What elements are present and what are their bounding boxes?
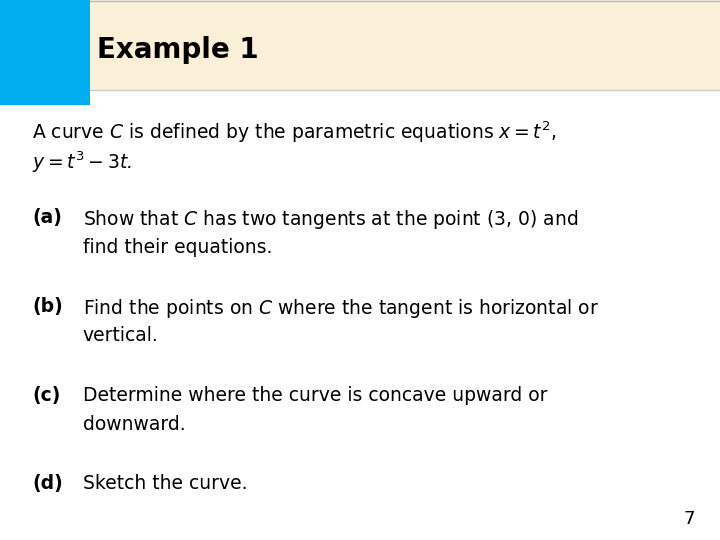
Text: downward.: downward.	[83, 415, 186, 434]
FancyBboxPatch shape	[0, 0, 720, 90]
Text: vertical.: vertical.	[83, 326, 158, 345]
Text: Determine where the curve is concave upward or: Determine where the curve is concave upw…	[83, 386, 547, 404]
Text: (c): (c)	[32, 386, 60, 404]
Text: 7: 7	[683, 510, 695, 528]
Text: Show that $C$ has two tangents at the point (3, 0) and: Show that $C$ has two tangents at the po…	[83, 208, 578, 232]
Text: (b): (b)	[32, 297, 63, 316]
Text: $y = t^3 - 3t$.: $y = t^3 - 3t$.	[32, 149, 132, 174]
Text: A curve $C$ is defined by the parametric equations $x = t^2$,: A curve $C$ is defined by the parametric…	[32, 120, 557, 145]
Text: (a): (a)	[32, 208, 62, 227]
Text: Example 1: Example 1	[97, 36, 258, 64]
Text: find their equations.: find their equations.	[83, 238, 272, 256]
Text: Find the points on $C$ where the tangent is horizontal or: Find the points on $C$ where the tangent…	[83, 297, 599, 320]
Text: Sketch the curve.: Sketch the curve.	[83, 474, 247, 493]
Text: (d): (d)	[32, 474, 63, 493]
FancyBboxPatch shape	[0, 0, 90, 105]
